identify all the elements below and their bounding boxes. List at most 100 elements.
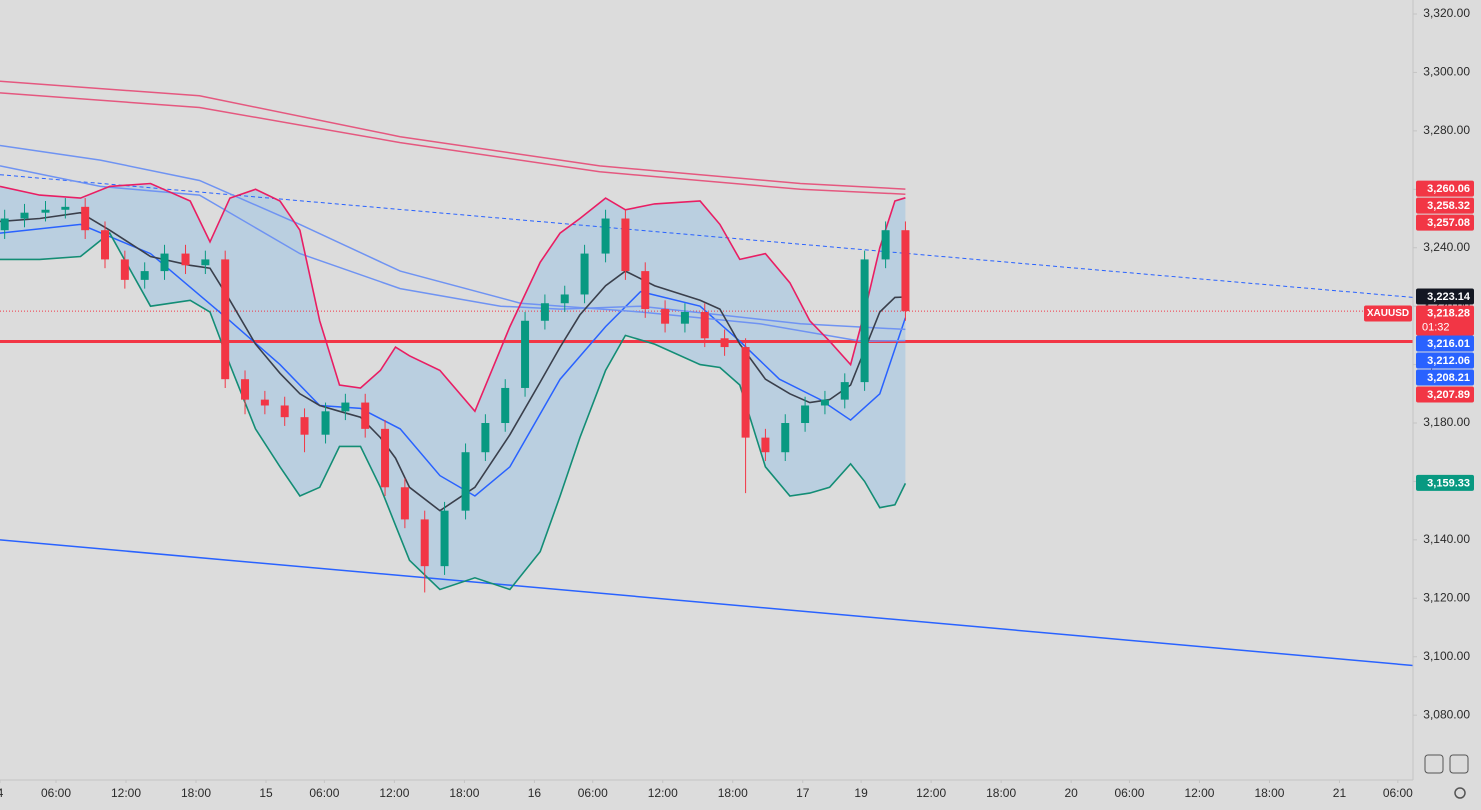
- x-tick-label: 15: [259, 786, 273, 800]
- moving-average: [0, 92, 906, 195]
- candle-body: [761, 437, 770, 453]
- y-tick-label: 3,300.00: [1423, 65, 1470, 79]
- price-tag: [1416, 214, 1474, 231]
- x-tick-label: 06:00: [1383, 786, 1413, 800]
- y-tick-label: 3,080.00: [1423, 707, 1470, 721]
- x-tick-label: 20: [1064, 786, 1078, 800]
- x-tick-label: 4: [0, 786, 4, 800]
- candle-body: [381, 428, 390, 488]
- candle-body: [801, 405, 810, 424]
- symbol-tag: [1364, 305, 1412, 322]
- candle-body: [700, 312, 709, 339]
- x-tick-label: 18:00: [449, 786, 479, 800]
- candle-body: [140, 271, 149, 280]
- candle-body: [501, 387, 510, 424]
- y-tick-label: 3,240.00: [1423, 240, 1470, 254]
- price-tag-label: 3,159.33: [1427, 477, 1470, 489]
- trend-line: [0, 539, 1413, 667]
- last-price-label: 3,218.28: [1427, 307, 1470, 319]
- price-tag-label: 3,208.21: [1427, 372, 1470, 384]
- candle-body: [321, 411, 330, 435]
- y-tick-label: 3,140.00: [1423, 532, 1470, 546]
- price-tag: [1416, 352, 1474, 369]
- moving-average: [0, 80, 906, 190]
- candle-body: [560, 294, 569, 304]
- candle-body: [420, 519, 429, 567]
- x-tick-label: 12:00: [111, 786, 141, 800]
- candle-body: [280, 405, 289, 418]
- price-tag-label: 3,216.01: [1427, 338, 1470, 350]
- axes: 3,320.003,300.003,280.003,260.003,240.00…: [0, 6, 1474, 800]
- candle-body: [580, 253, 589, 295]
- last-price-tag: [1416, 305, 1474, 336]
- x-tick-label: 12:00: [379, 786, 409, 800]
- x-tick-label: 12:00: [648, 786, 678, 800]
- layout-button[interactable]: [1424, 754, 1444, 774]
- plot-area: [0, 80, 1413, 667]
- candle-body: [820, 399, 829, 406]
- candle-body: [300, 417, 309, 435]
- candle-body: [661, 309, 670, 324]
- price-tag: [1416, 288, 1474, 305]
- x-tick-label: 16: [528, 786, 542, 800]
- y-tick-label: 3,180.00: [1423, 415, 1470, 429]
- candle-body: [860, 259, 869, 383]
- candle-body: [440, 510, 449, 567]
- x-tick-label: 21: [1333, 786, 1347, 800]
- price-tag-label: 3,260.06: [1427, 183, 1470, 195]
- candle-body: [840, 382, 849, 400]
- trend-line: [0, 174, 1413, 298]
- price-tag: [1416, 369, 1474, 386]
- candle-body: [621, 218, 630, 272]
- countdown-label: 01:32: [1422, 321, 1450, 333]
- y-tick-label: 3,320.00: [1423, 6, 1470, 20]
- symbol-label: XAUUSD: [1367, 308, 1409, 319]
- y-tick-label: 3,120.00: [1423, 590, 1470, 604]
- candle-body: [641, 271, 650, 310]
- price-tag: [1416, 197, 1474, 214]
- x-tick-label: 06:00: [1114, 786, 1144, 800]
- price-tag: [1416, 335, 1474, 352]
- candle-body: [481, 423, 490, 453]
- moving-average: [0, 144, 906, 342]
- candle-body: [241, 379, 250, 400]
- price-tag-label: 3,207.89: [1427, 389, 1470, 401]
- candle-body: [101, 230, 110, 260]
- candle-body: [61, 206, 70, 210]
- candle-body: [881, 230, 890, 260]
- candle-body: [221, 259, 230, 380]
- candle-body: [341, 402, 350, 412]
- candle-body: [521, 320, 530, 388]
- candle-body: [540, 303, 549, 321]
- x-tick-label: 12:00: [916, 786, 946, 800]
- x-tick-label: 18:00: [986, 786, 1016, 800]
- candle-body: [160, 253, 169, 272]
- price-tag: [1416, 386, 1474, 403]
- candle-body: [461, 452, 470, 511]
- x-tick-label: 18:00: [1254, 786, 1284, 800]
- candle-body: [41, 209, 50, 213]
- price-tag: [1416, 180, 1474, 197]
- candle-body: [601, 218, 610, 254]
- layout-button[interactable]: [1449, 754, 1469, 774]
- candle-body: [20, 212, 29, 219]
- settings-icon[interactable]: [1454, 787, 1466, 799]
- x-tick-label: 06:00: [578, 786, 608, 800]
- candle-body: [720, 338, 729, 348]
- candle-body: [181, 253, 190, 266]
- candle-body: [741, 347, 750, 438]
- x-tick-label: 12:00: [1184, 786, 1214, 800]
- x-tick-label: 17: [796, 786, 810, 800]
- candle-body: [680, 312, 689, 324]
- y-tick-label: 3,280.00: [1423, 123, 1470, 137]
- x-tick-label: 18:00: [181, 786, 211, 800]
- moving-average: [0, 165, 906, 331]
- price-tag-label: 3,223.14: [1427, 291, 1471, 303]
- candle-body: [361, 402, 370, 429]
- band-lower: [0, 231, 907, 591]
- candle-body: [201, 259, 210, 266]
- moving-average: [0, 223, 907, 497]
